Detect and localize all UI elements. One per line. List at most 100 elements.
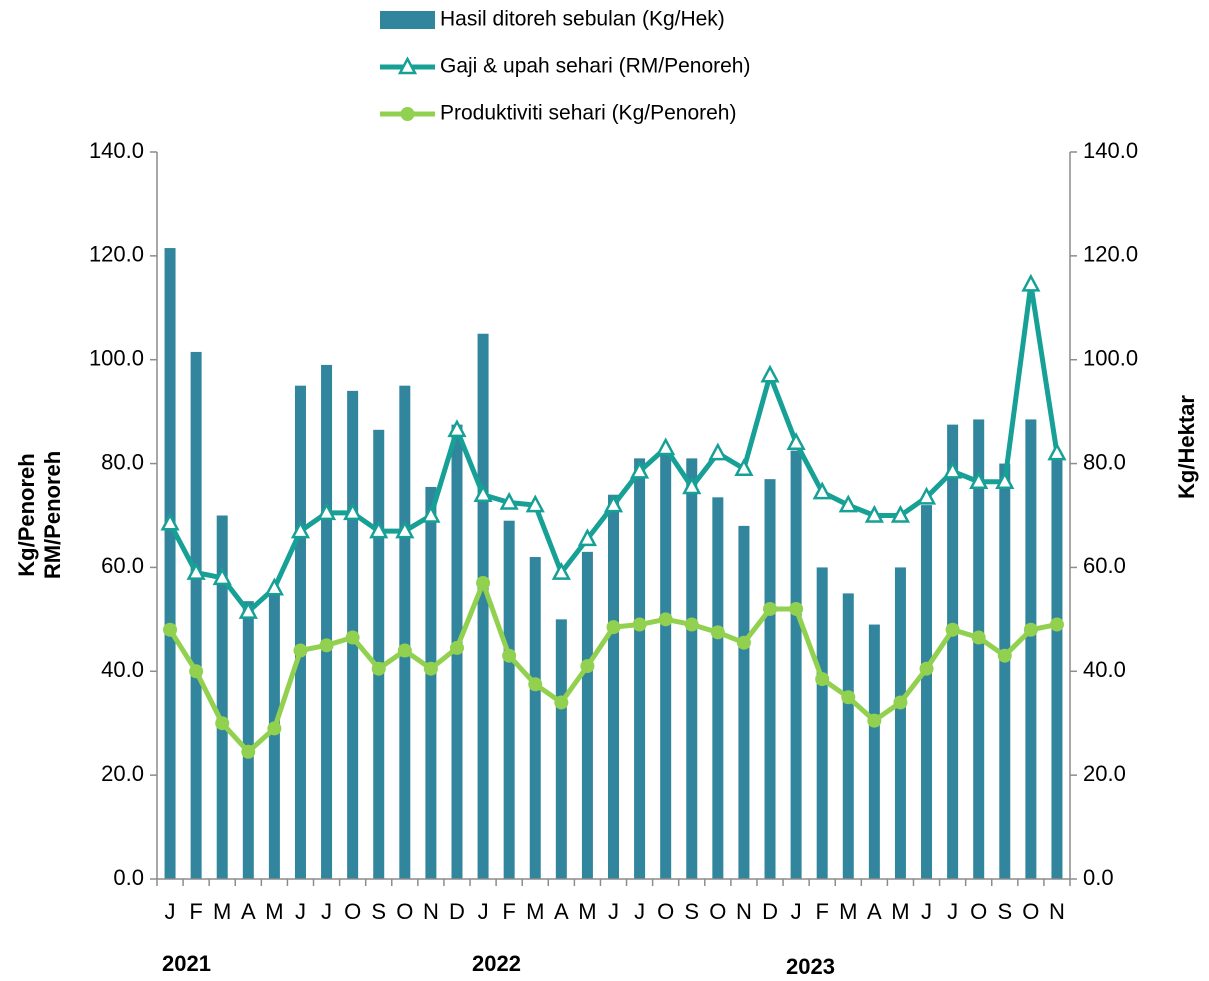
x-tick-label: O <box>396 899 413 924</box>
y-axis-title: Kg/Penoreh RM/Penoreh <box>14 451 65 579</box>
bar <box>842 593 854 879</box>
y-tick-label: 0.0 <box>113 865 144 890</box>
x-tick-label: J <box>295 899 306 924</box>
legend-marker <box>397 56 418 75</box>
bar <box>947 424 959 879</box>
marker <box>658 612 673 627</box>
bar <box>373 429 385 879</box>
marker <box>554 695 569 710</box>
bar <box>973 419 985 879</box>
marker <box>238 600 258 619</box>
marker <box>656 437 676 456</box>
y-tick-label: 120.0 <box>89 242 144 267</box>
year-label: 2023 <box>786 954 835 979</box>
marker <box>319 638 334 653</box>
marker <box>1047 442 1067 461</box>
x-tick-label: D <box>449 899 465 924</box>
x-tick-label: O <box>1022 899 1039 924</box>
bar <box>1025 419 1037 879</box>
y2-tick-label: 60.0 <box>1083 553 1126 578</box>
marker <box>423 661 438 676</box>
x-tick-label: O <box>970 899 987 924</box>
x-tick-label: M <box>839 899 857 924</box>
y2-tick-label: 80.0 <box>1083 449 1126 474</box>
x-tick-label: M <box>213 899 231 924</box>
x-tick-label: J <box>921 899 932 924</box>
legend-label: Produktiviti sehari (Kg/Penoreh) <box>440 102 736 125</box>
bar <box>608 494 619 879</box>
y-tick-label: 80.0 <box>101 449 144 474</box>
marker <box>241 744 256 759</box>
marker <box>212 567 232 586</box>
marker <box>945 622 960 637</box>
y-tick-label: 60.0 <box>101 553 144 578</box>
legend-marker <box>400 107 415 121</box>
bar <box>868 624 880 879</box>
marker <box>606 620 621 635</box>
y-tick-label: 40.0 <box>101 657 144 682</box>
marker <box>525 494 545 513</box>
marker <box>1049 617 1064 632</box>
marker <box>421 504 441 523</box>
x-tick-label: J <box>947 899 958 924</box>
marker <box>603 494 624 513</box>
bar <box>581 551 593 879</box>
marker <box>632 617 647 632</box>
marker <box>577 528 598 547</box>
marker <box>163 622 178 637</box>
marker <box>449 640 464 655</box>
x-tick-label: M <box>265 899 283 924</box>
marker <box>580 659 595 674</box>
marker <box>786 432 806 451</box>
y2-tick-label: 140.0 <box>1083 138 1138 163</box>
x-tick-label: S <box>371 899 386 924</box>
y2-tick-label: 0.0 <box>1083 865 1114 890</box>
marker <box>316 502 337 521</box>
y-axis-title-line: Kg/Penoreh <box>14 453 39 576</box>
x-tick-label: M <box>578 899 596 924</box>
marker <box>971 630 986 645</box>
marker <box>682 476 702 495</box>
legend-swatch <box>380 11 435 29</box>
x-tick-label: J <box>791 899 802 924</box>
bar <box>738 525 750 879</box>
marker <box>763 601 778 616</box>
marker <box>186 561 206 580</box>
y2-axis-title: Kg/Hektar <box>1174 395 1199 499</box>
marker <box>447 419 467 438</box>
marker <box>867 713 882 728</box>
marker <box>919 661 934 676</box>
marker <box>369 520 389 539</box>
marker <box>293 643 308 658</box>
bar <box>634 458 646 879</box>
marker <box>528 677 543 692</box>
bar <box>321 364 333 880</box>
marker <box>345 630 360 645</box>
marker <box>708 442 728 461</box>
marker <box>395 520 415 539</box>
bar <box>190 351 202 879</box>
marker <box>997 648 1012 663</box>
marker <box>969 471 989 489</box>
marker <box>160 512 180 531</box>
marker <box>476 576 491 591</box>
marker <box>551 561 571 580</box>
x-tick-label: N <box>736 899 752 924</box>
marker <box>943 460 963 479</box>
bar <box>790 450 802 879</box>
x-tick-label: F <box>502 899 515 924</box>
bar <box>921 505 933 879</box>
marker <box>916 486 937 505</box>
y2-tick-label: 120.0 <box>1083 242 1138 267</box>
legend-label: Hasil ditoreh sebulan (Kg/Hek) <box>440 8 725 31</box>
bar <box>399 385 411 879</box>
x-tick-label: M <box>526 899 544 924</box>
marker <box>499 491 519 510</box>
x-tick-label: J <box>634 899 645 924</box>
bar <box>999 463 1011 879</box>
bar <box>686 458 698 879</box>
marker <box>995 471 1015 489</box>
x-tick-label: J <box>478 899 489 924</box>
marker <box>760 364 780 383</box>
